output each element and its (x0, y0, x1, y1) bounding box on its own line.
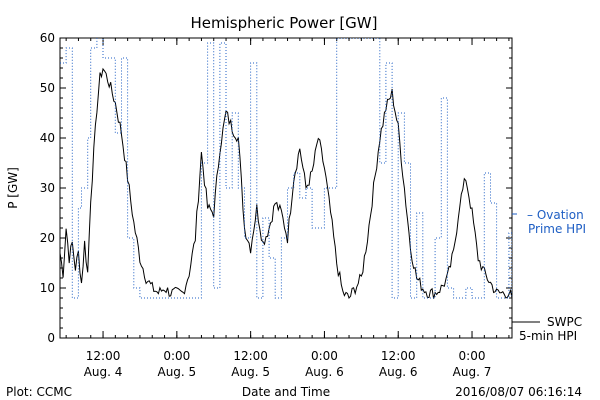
x-tick-label-time: 0:00 (163, 349, 190, 363)
swpc-legend-line2: 5-min HPI (519, 329, 577, 343)
chart-title: Hemispheric Power [GW] (191, 14, 378, 32)
x-tick-label-date: Aug. 4 (84, 365, 123, 379)
x-tick-label-time: 12:00 (233, 349, 268, 363)
plot-timestamp: 2016/08/07 06:16:14 (455, 385, 582, 399)
x-tick-label-date: Aug. 5 (231, 365, 270, 379)
ovation-legend-line2: Prime HPI (528, 222, 586, 236)
swpc-legend-line1: SWPC (547, 315, 582, 329)
ovation-hpi-line (60, 38, 512, 299)
series-layer (60, 38, 512, 299)
x-tick-label-time: 12:00 (381, 349, 416, 363)
x-axis-label: Date and Time (242, 385, 330, 399)
y-tick-label: 60 (40, 31, 55, 45)
y-tick-label: 30 (40, 181, 55, 195)
x-tick-label-time: 12:00 (86, 349, 121, 363)
x-tick-label-date: Aug. 6 (305, 365, 344, 379)
y-axis-label: P [GW] (6, 167, 20, 209)
x-axis: 12:00 Aug. 4 0:00 Aug. 5 12:00 Aug. 5 0:00 Aug.… (65, 38, 510, 379)
x-tick-label-time: 0:00 (459, 349, 486, 363)
x-tick-label-date: Aug. 7 (453, 365, 492, 379)
swpc-hpi-line (60, 67, 512, 299)
y-axis: 0 10 20 30 40 50 60 (40, 31, 512, 345)
plot-frame (59, 37, 513, 339)
x-tick-label-date: Aug. 5 (157, 365, 196, 379)
plot-credit: Plot: CCMC (6, 385, 72, 399)
y-tick-label: 20 (40, 231, 55, 245)
y-tick-label: 40 (40, 131, 55, 145)
y-tick-label: 10 (40, 281, 55, 295)
y-tick-label: 0 (47, 331, 55, 345)
x-tick-label-date: Aug. 6 (379, 365, 418, 379)
x-tick-label-time: 0:00 (311, 349, 338, 363)
y-tick-label: 50 (40, 81, 55, 95)
ovation-legend-line1: – Ovation (527, 208, 584, 222)
